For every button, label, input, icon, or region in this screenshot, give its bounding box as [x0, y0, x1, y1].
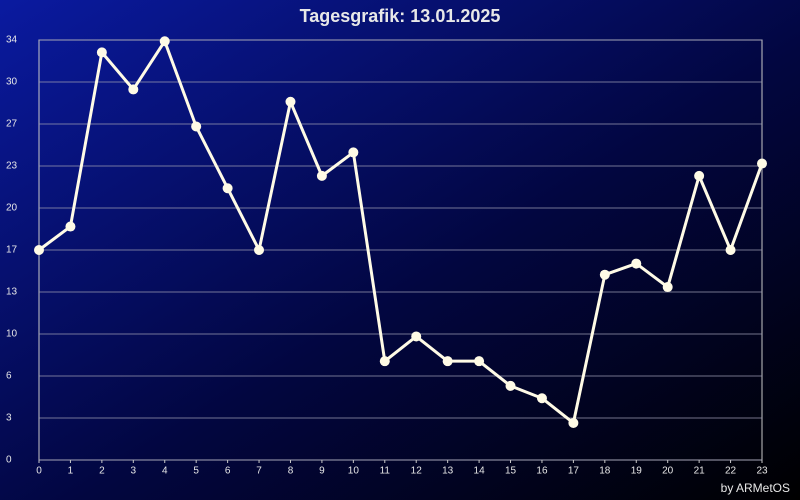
marker	[379, 356, 390, 367]
y-tick-label: 17	[6, 245, 18, 256]
y-tick-label: 23	[6, 161, 18, 172]
x-tick-label: 21	[694, 466, 706, 477]
y-tick-label: 6	[6, 371, 12, 382]
marker	[34, 245, 44, 255]
marker	[128, 84, 139, 95]
x-tick-label: 18	[599, 466, 611, 477]
x-tick-label: 20	[662, 466, 674, 477]
marker	[536, 393, 547, 404]
marker	[505, 380, 516, 391]
y-tick-label: 20	[6, 203, 18, 214]
credit: by ARMetOS	[721, 481, 790, 495]
marker	[442, 356, 453, 367]
marker	[159, 36, 170, 47]
marker	[725, 245, 736, 255]
x-tick-label: 5	[193, 466, 199, 477]
marker	[694, 170, 705, 181]
y-tick-label: 34	[6, 35, 18, 46]
marker	[348, 147, 359, 158]
chart-title: Tagesgrafik: 13.01.2025	[300, 6, 501, 26]
marker	[474, 356, 485, 367]
marker	[96, 47, 107, 58]
x-tick-label: 19	[631, 466, 643, 477]
marker	[757, 158, 767, 169]
line	[38, 39, 764, 425]
x-tick-label: 17	[568, 466, 580, 477]
marker	[222, 183, 233, 194]
y-tick-label: 30	[6, 77, 18, 88]
y-tick-label: 13	[6, 287, 18, 298]
marker	[599, 269, 610, 280]
x-tick-label: 9	[319, 466, 325, 477]
y-tick-label: 27	[6, 119, 18, 130]
marker	[65, 221, 76, 232]
x-tick-label: 4	[162, 466, 168, 477]
y-tick-label: 10	[6, 329, 18, 340]
x-tick-label: 16	[536, 466, 548, 477]
x-tick-label: 6	[225, 466, 231, 477]
marker	[411, 331, 422, 342]
x-tick-label: 12	[411, 466, 423, 477]
x-tick-label: 0	[36, 466, 42, 477]
x-tick-label: 14	[474, 466, 486, 477]
marker	[254, 245, 265, 255]
x-tick-label: 1	[68, 466, 74, 477]
marker	[191, 121, 202, 132]
x-tick-label: 8	[288, 466, 294, 477]
marker	[662, 282, 673, 293]
marker	[285, 96, 296, 107]
y-tick-label: 0	[6, 455, 12, 466]
x-tick-label: 23	[756, 466, 768, 477]
marker	[316, 170, 327, 181]
y-tick-label: 3	[6, 413, 12, 424]
x-tick-label: 3	[131, 466, 137, 477]
x-tick-label: 13	[442, 466, 454, 477]
x-tick-label: 2	[99, 466, 105, 477]
x-tick-label: 15	[505, 466, 517, 477]
x-tick-label: 7	[256, 466, 262, 477]
x-tick-label: 22	[725, 466, 737, 477]
marker	[568, 417, 579, 428]
x-tick-label: 11	[380, 466, 391, 477]
x-tick-label: 10	[348, 466, 360, 477]
marker	[631, 258, 642, 269]
